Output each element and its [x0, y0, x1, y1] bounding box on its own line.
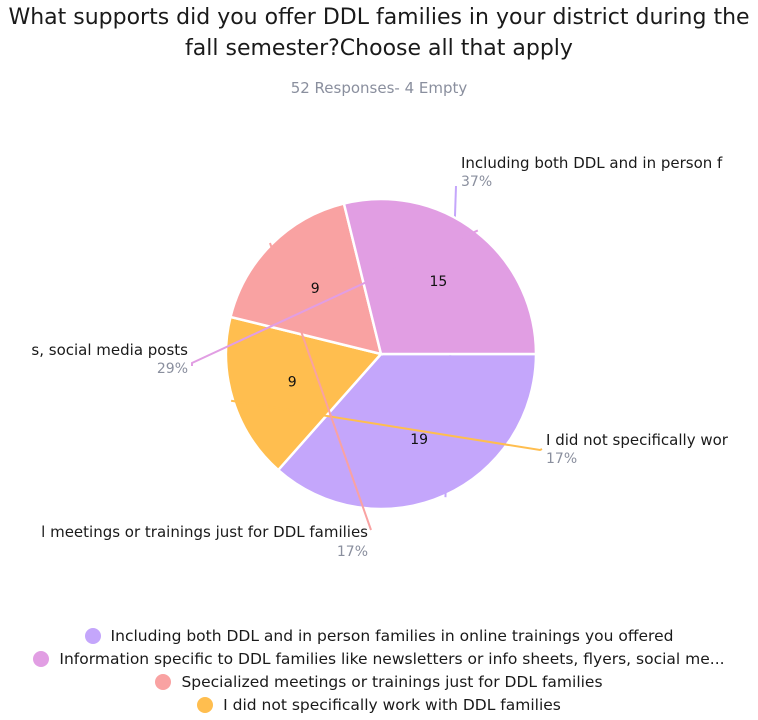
callout-percent: 17%: [337, 544, 368, 560]
callout-percent: 17%: [546, 451, 577, 467]
slice-value-label: 9: [311, 281, 320, 297]
legend-dot-icon: [197, 696, 214, 713]
callout-percent: 37%: [461, 174, 492, 190]
callout-line: [191, 229, 479, 366]
legend-dot-icon: [155, 673, 172, 690]
pie-chart: 19 Including both DDL and in person f 37% 9…: [31, 154, 729, 560]
legend-label: Information specific to DDL families lik…: [59, 649, 725, 668]
callout-percent: 29%: [157, 361, 188, 377]
legend-label: Specialized meetings or trainings just f…: [181, 672, 603, 691]
legend-label: I did not specifically work with DDL fam…: [223, 695, 561, 714]
callout-label: I did not specifically wor: [546, 431, 729, 449]
legend-label: Including both DDL and in person familie…: [110, 626, 674, 645]
legend-item[interactable]: Information specific to DDL families lik…: [0, 647, 758, 670]
callout-line: [230, 399, 543, 452]
chart-subtitle: 52 Responses- 4 Empty: [290, 79, 468, 97]
slice-value-label: 15: [429, 274, 447, 290]
callout-label: Including both DDL and in person f: [461, 154, 723, 172]
callout-label: s, social media posts: [31, 341, 188, 359]
legend: Including both DDL and in person familie…: [0, 624, 758, 716]
slice-value-label: 9: [288, 375, 297, 391]
callout-line: [269, 242, 372, 531]
chart-title: What supports did you offer DDL families…: [8, 5, 750, 61]
legend-dot-icon: [33, 650, 50, 667]
legend-item[interactable]: Specialized meetings or trainings just f…: [0, 670, 758, 693]
legend-dot-icon: [84, 627, 101, 644]
slice-value-label: 19: [410, 432, 428, 448]
legend-item[interactable]: Including both DDL and in person familie…: [0, 624, 758, 647]
legend-item[interactable]: I did not specifically work with DDL fam…: [0, 693, 758, 716]
callout-label: l meetings or trainings just for DDL fam…: [41, 523, 368, 541]
